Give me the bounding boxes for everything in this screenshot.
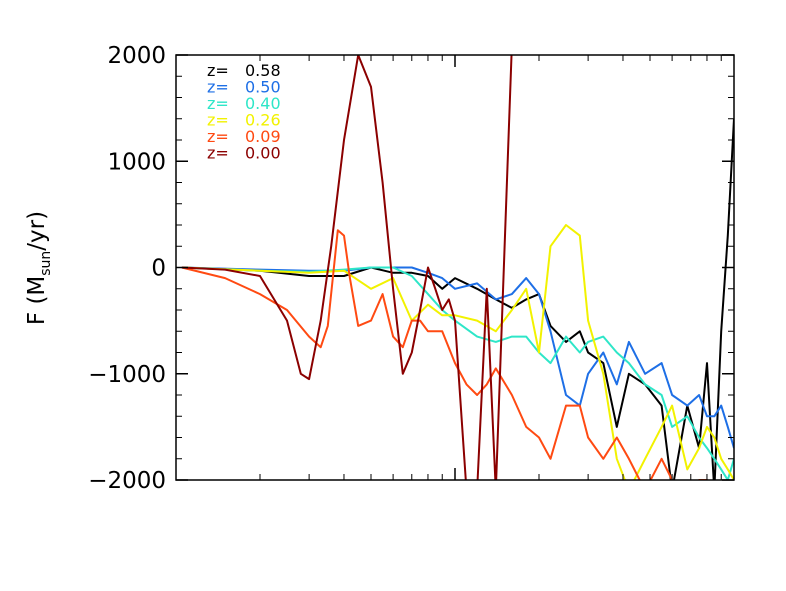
series-line-4	[181, 229, 709, 480]
legend-prefix: z=	[207, 111, 229, 130]
legend-prefix: z=	[207, 94, 229, 113]
legend-prefix: z=	[207, 144, 229, 163]
legend-value: 0.50	[245, 78, 281, 97]
legend-entry-0: z= 0.58	[207, 61, 281, 80]
y-tick-label: 0	[151, 256, 166, 282]
series-line-0	[181, 118, 734, 480]
y-axis-label-suffix: /yr)	[24, 211, 50, 251]
legend: z= 0.58 z= 0.50 z= 0.40 z= 0.26 z= 0.09 z= 0.00	[207, 61, 281, 163]
legend-value: 0.00	[245, 144, 281, 163]
y-axis-label-subscript: sun	[38, 251, 54, 276]
series-line-2	[181, 266, 734, 480]
legend-entry-1: z= 0.50	[207, 78, 281, 97]
ticks-layer: −2000 −1000 0 1000 2000	[88, 43, 734, 494]
legend-value: 0.09	[245, 127, 281, 146]
legend-prefix: z=	[207, 127, 229, 146]
y-tick-label: −2000	[88, 468, 166, 494]
series-line-3	[181, 224, 734, 480]
y-tick-label: 1000	[107, 149, 166, 175]
y-axis-label-prefix: F (M	[24, 276, 50, 325]
y-axis-label: F (Msun/yr)	[24, 211, 54, 325]
series-line-5	[181, 55, 513, 480]
y-tick-label: −1000	[88, 362, 166, 388]
legend-prefix: z=	[207, 61, 229, 80]
legend-entry-5: z= 0.00	[207, 144, 281, 163]
legend-entry-3: z= 0.26	[207, 111, 281, 130]
legend-value: 0.40	[245, 94, 281, 113]
y-tick-label: 2000	[107, 43, 166, 69]
legend-value: 0.26	[245, 111, 281, 130]
legend-entry-4: z= 0.09	[207, 127, 281, 146]
series-layer	[181, 55, 734, 480]
legend-prefix: z=	[207, 78, 229, 97]
legend-value: 0.58	[245, 61, 281, 80]
legend-entry-2: z= 0.40	[207, 94, 281, 113]
series-line-1	[181, 266, 734, 449]
